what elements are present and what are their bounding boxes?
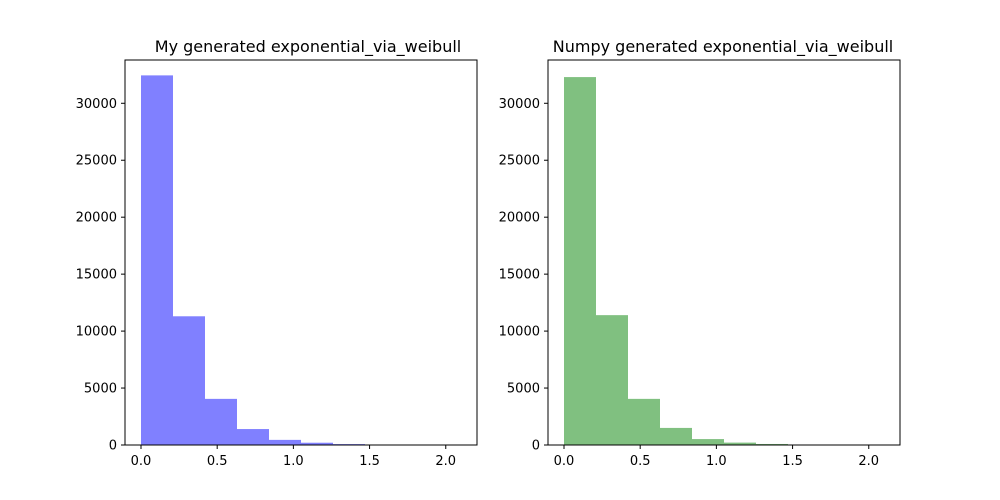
left-x-tick-label: 0.0 bbox=[131, 454, 152, 469]
right-y-tick-label: 20000 bbox=[499, 211, 540, 226]
right-y-tick-label: 25000 bbox=[499, 154, 540, 169]
right-x-tick-label: 1.0 bbox=[706, 454, 727, 469]
left-chart-title: My generated exponential_via_weibull bbox=[155, 37, 461, 57]
right-y-axis-ticks: 0 5000 10000 15000 20000 25000 30000 bbox=[499, 97, 548, 454]
left-y-tick-label: 30000 bbox=[76, 97, 117, 112]
left-histogram-bars bbox=[141, 75, 461, 445]
right-x-tick-label: 2.0 bbox=[858, 454, 879, 469]
left-histogram-bar bbox=[141, 75, 173, 445]
left-x-tick-label: 1.5 bbox=[359, 454, 380, 469]
right-y-tick-label: 5000 bbox=[507, 382, 540, 397]
right-histogram-panel: Numpy generated exponential_via_weibull … bbox=[499, 37, 901, 469]
right-plot-frame bbox=[547, 59, 901, 446]
right-histogram-bar bbox=[756, 443, 788, 445]
right-x-tick-label: 0.5 bbox=[630, 454, 651, 469]
right-chart-title: Numpy generated exponential_via_weibull bbox=[553, 37, 893, 57]
right-y-tick-label: 30000 bbox=[499, 97, 540, 112]
right-y-tick-label: 15000 bbox=[499, 268, 540, 283]
right-histogram-bar bbox=[564, 77, 596, 445]
right-histogram-bar bbox=[660, 427, 692, 445]
left-y-tick-label: 0 bbox=[109, 439, 117, 454]
right-histogram-bars bbox=[564, 77, 884, 445]
left-histogram-panel: My generated exponential_via_weibull 0.0… bbox=[76, 37, 478, 469]
left-y-tick-label: 15000 bbox=[76, 268, 117, 283]
left-histogram-bar bbox=[205, 398, 237, 445]
left-y-tick-label: 5000 bbox=[84, 382, 117, 397]
left-y-tick-label: 20000 bbox=[76, 211, 117, 226]
left-x-tick-label: 0.5 bbox=[207, 454, 228, 469]
right-histogram-bar bbox=[692, 439, 724, 445]
left-histogram-bar bbox=[269, 439, 301, 445]
left-histogram-bar bbox=[301, 442, 333, 445]
right-x-tick-label: 1.5 bbox=[782, 454, 803, 469]
left-x-tick-label: 1.0 bbox=[283, 454, 304, 469]
left-histogram-bar bbox=[173, 316, 205, 445]
left-x-axis-ticks: 0.0 0.5 1.0 1.5 2.0 bbox=[131, 445, 456, 469]
left-y-tick-label: 10000 bbox=[76, 325, 117, 340]
left-y-axis-ticks: 0 5000 10000 15000 20000 25000 30000 bbox=[76, 97, 125, 454]
right-histogram-bar bbox=[596, 315, 628, 445]
left-x-tick-label: 2.0 bbox=[435, 454, 456, 469]
left-histogram-bar bbox=[237, 429, 269, 445]
right-histogram-bar bbox=[628, 398, 660, 445]
right-histogram-bar bbox=[724, 442, 756, 445]
left-plot-frame bbox=[124, 59, 478, 446]
right-x-tick-label: 0.0 bbox=[554, 454, 575, 469]
right-x-axis-ticks: 0.0 0.5 1.0 1.5 2.0 bbox=[554, 445, 879, 469]
right-y-tick-label: 0 bbox=[532, 439, 540, 454]
right-y-tick-label: 10000 bbox=[499, 325, 540, 340]
left-y-tick-label: 25000 bbox=[76, 154, 117, 169]
